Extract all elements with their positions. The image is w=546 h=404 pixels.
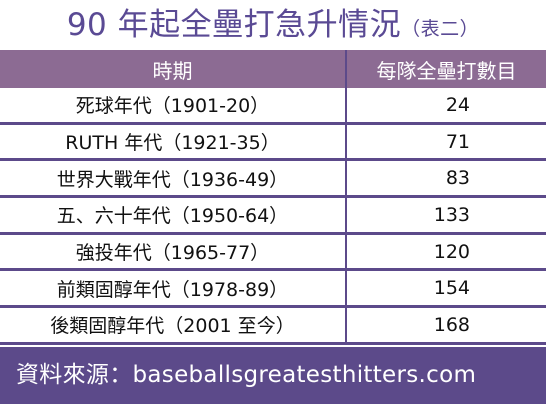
table-header: 時期 每隊全壘打數目: [0, 50, 546, 88]
title-subtitle: （表二）: [401, 18, 480, 40]
cell-period: 前類固醇年代（1978-89）: [56, 278, 289, 301]
cell-value: 168: [345, 308, 544, 342]
cell-value: 83: [345, 161, 544, 196]
table-row: 強投年代（1965-77） 120: [0, 234, 546, 272]
header-home-runs: 每隊全壘打數目: [345, 50, 546, 88]
table-row: 後類固醇年代（2001 至今） 168: [0, 308, 546, 345]
table-row: 五、六十年代（1950-64） 133: [0, 198, 546, 235]
table-row: 世界大戰年代（1936-49） 83: [0, 161, 546, 199]
table-row: RUTH 年代（1921-35） 71: [0, 124, 546, 162]
cell-value: 24: [345, 88, 544, 122]
table-row: 前類固醇年代（1978-89） 154: [0, 271, 546, 309]
cell-value: 154: [345, 271, 544, 306]
cell-period: RUTH 年代（1921-35）: [65, 132, 280, 155]
source-footer: 資料來源：baseballsgreatesthitters.com: [0, 347, 546, 404]
cell-period: 後類固醇年代（2001 至今）: [50, 315, 295, 338]
cell-period: 強投年代（1965-77）: [75, 242, 270, 265]
cell-period: 世界大戰年代（1936-49）: [56, 168, 289, 191]
header-period: 時期: [152, 58, 193, 83]
page-title: 90 年起全壘打急升情況（表二）: [0, 0, 546, 50]
title-text: 90 年起全壘打急升情況: [66, 7, 402, 43]
cell-value: 120: [345, 234, 544, 269]
cell-value: 71: [345, 124, 544, 159]
table-row: 死球年代（1901-20） 24: [0, 88, 546, 125]
home-run-table: 時期 每隊全壘打數目 死球年代（1901-20） 24 RUTH 年代（1921…: [0, 50, 546, 345]
cell-period: 五、六十年代（1950-64）: [56, 205, 289, 228]
cell-value: 133: [345, 198, 544, 232]
cell-period: 死球年代（1901-20）: [75, 95, 270, 118]
